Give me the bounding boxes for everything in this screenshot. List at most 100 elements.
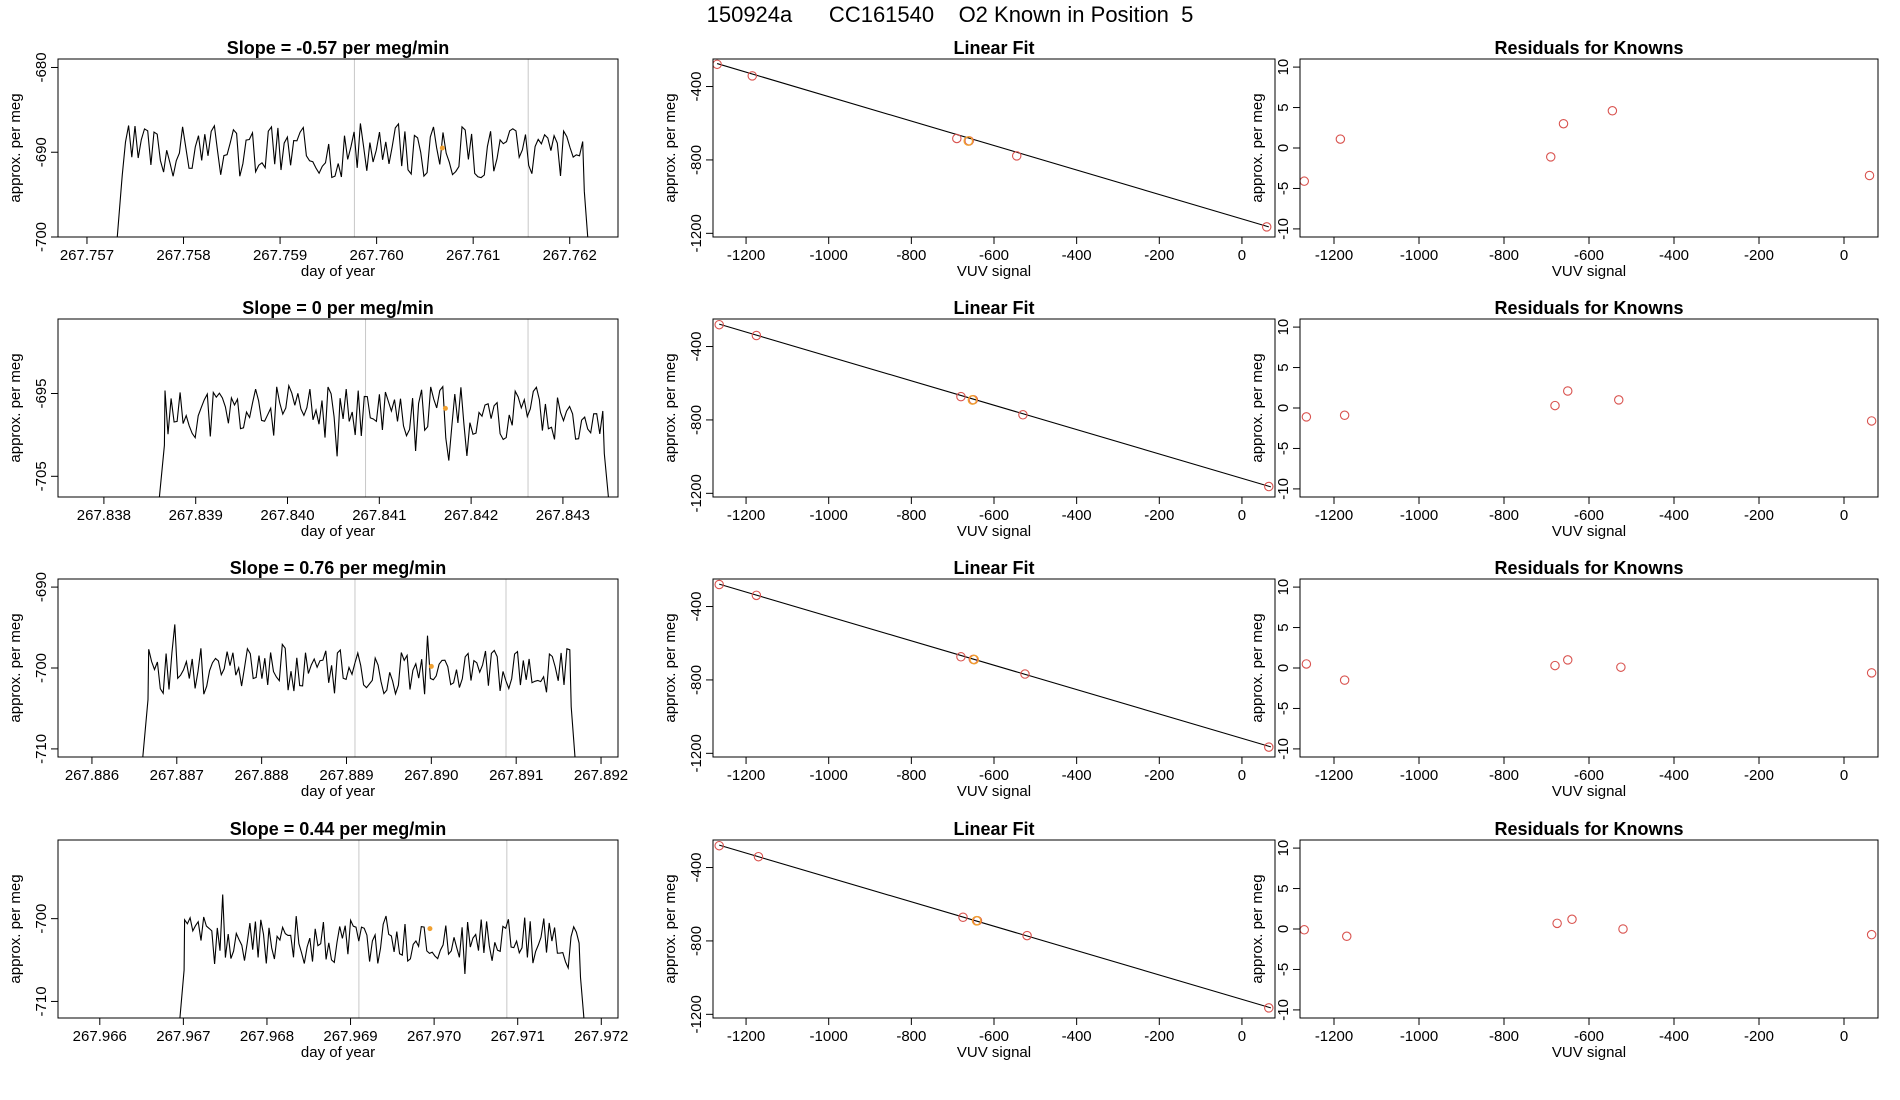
- x-tick-label: 267.968: [240, 1028, 294, 1045]
- y-tick-label: -400: [688, 853, 705, 883]
- x-tick-label: -200: [1144, 507, 1174, 524]
- x-tick-label: 267.759: [253, 247, 307, 264]
- x-tick-label: 267.757: [60, 247, 114, 264]
- plot-frame: [1299, 839, 1879, 1019]
- known-point: [1020, 669, 1030, 679]
- y-tick-label: -1200: [688, 474, 705, 512]
- x-tick-label: 267.971: [491, 1028, 545, 1045]
- known-point: [1261, 222, 1272, 232]
- panel-1-0: Slope = 0 per meg/min 267.838 267.839 267.8…: [7, 298, 619, 540]
- panel-3-0: Slope = 0.44 per meg/min 267.966 267.967 26…: [7, 819, 628, 1061]
- x-tick-label: -1200: [1315, 1028, 1353, 1045]
- panel-title: Slope = 0.76 per meg/min: [230, 558, 447, 578]
- known-point: [1552, 918, 1562, 929]
- plot-area: [116, 59, 589, 237]
- x-tick-label: 267.888: [235, 767, 289, 784]
- x-tick-label: -800: [896, 1028, 926, 1045]
- y-tick-label: 5: [1275, 103, 1292, 111]
- x-tick-label: -800: [1489, 247, 1519, 264]
- y-tick-label: -1200: [688, 214, 705, 252]
- x-tick-label: -1000: [1400, 507, 1438, 524]
- known-point: [1339, 410, 1350, 421]
- x-tick-label: -200: [1144, 767, 1174, 784]
- x-tick-label: -200: [1744, 247, 1774, 264]
- known-point: [1264, 1003, 1274, 1013]
- x-axis-label: day of year: [301, 1044, 375, 1061]
- x-tick-label: -1000: [810, 767, 848, 784]
- y-tick-label: 5: [1275, 884, 1292, 892]
- x-tick-label: -800: [896, 767, 926, 784]
- x-tick-label: -1000: [810, 507, 848, 524]
- y-tick-label: -800: [688, 665, 705, 695]
- x-tick-label: -200: [1744, 1028, 1774, 1045]
- x-tick-label: -600: [979, 507, 1009, 524]
- x-tick-label: 267.966: [73, 1028, 127, 1045]
- x-tick-label: -600: [979, 1028, 1009, 1045]
- x-axis-label: VUV signal: [1552, 1044, 1626, 1061]
- y-tick-label: -1200: [688, 734, 705, 772]
- y-axis-label: approx. per meg: [662, 613, 679, 722]
- plot-frame: [1299, 318, 1879, 498]
- plot-area: [1300, 914, 1877, 942]
- y-tick-label: -5: [1275, 442, 1292, 455]
- y-tick-label: -10: [1275, 738, 1292, 760]
- known-point: [1018, 410, 1028, 420]
- series-line: [116, 122, 589, 237]
- known-point: [1022, 930, 1032, 941]
- panel-title: Linear Fit: [953, 298, 1034, 318]
- known-point: [1616, 662, 1626, 672]
- x-tick-label: -400: [1062, 1028, 1092, 1045]
- y-tick-label: 10: [1275, 840, 1292, 857]
- known-point: [751, 330, 762, 341]
- plot-frame: [57, 839, 619, 1019]
- series-line: [158, 383, 609, 497]
- known-point: [751, 590, 762, 601]
- x-tick-label: -400: [1062, 507, 1092, 524]
- x-tick-label: -600: [979, 247, 1009, 264]
- x-axis-label: day of year: [301, 523, 375, 540]
- x-tick-label: 267.761: [446, 247, 500, 264]
- plot-frame: [57, 318, 619, 498]
- x-tick-label: -1200: [727, 247, 765, 264]
- known-point: [753, 851, 764, 862]
- x-tick-label: -200: [1144, 247, 1174, 264]
- panel-title: Residuals for Knowns: [1494, 819, 1683, 839]
- x-tick-label: 0: [1238, 507, 1246, 524]
- panel-0-2: Residuals for Knowns-1200 -1000 -800 -600 -4…: [1249, 38, 1879, 280]
- y-tick-label: 5: [1275, 363, 1292, 371]
- known-point: [1301, 659, 1312, 669]
- y-axis-label: approx. per meg: [662, 93, 679, 202]
- known-point: [1567, 914, 1577, 925]
- x-tick-label: 267.842: [444, 507, 498, 524]
- x-tick-label: -1000: [810, 247, 848, 264]
- panel-title: Slope = -0.57 per meg/min: [227, 38, 450, 58]
- known-point: [1546, 152, 1556, 162]
- known-point: [1607, 106, 1618, 116]
- x-tick-label: 267.967: [156, 1028, 210, 1045]
- known-point: [713, 59, 722, 70]
- x-tick-label: -400: [1659, 767, 1689, 784]
- known-point: [1342, 931, 1352, 942]
- panel-title: Residuals for Knowns: [1494, 38, 1683, 58]
- y-tick-label: 0: [1275, 925, 1292, 933]
- y-tick-label: 10: [1275, 319, 1292, 336]
- x-tick-label: 267.972: [574, 1028, 628, 1045]
- known-point: [1264, 742, 1274, 752]
- known-point: [1550, 660, 1560, 671]
- y-axis-label: approx. per meg: [1249, 93, 1266, 202]
- y-tick-label: -10: [1275, 218, 1292, 240]
- known-point: [1339, 675, 1350, 685]
- x-tick-label: -800: [896, 247, 926, 264]
- x-axis-label: VUV signal: [1552, 783, 1626, 800]
- x-axis-label: VUV signal: [957, 1044, 1031, 1061]
- y-tick-label: -690: [33, 572, 50, 602]
- y-tick-label: -400: [688, 592, 705, 622]
- x-tick-label: 267.843: [536, 507, 590, 524]
- plot-frame: [57, 578, 619, 758]
- fit-line: [719, 323, 1272, 488]
- x-tick-label: -1200: [727, 767, 765, 784]
- sample-highlight-point: [442, 405, 448, 411]
- known-point: [958, 912, 968, 923]
- x-tick-label: 0: [1840, 247, 1848, 264]
- known-point: [1866, 929, 1877, 940]
